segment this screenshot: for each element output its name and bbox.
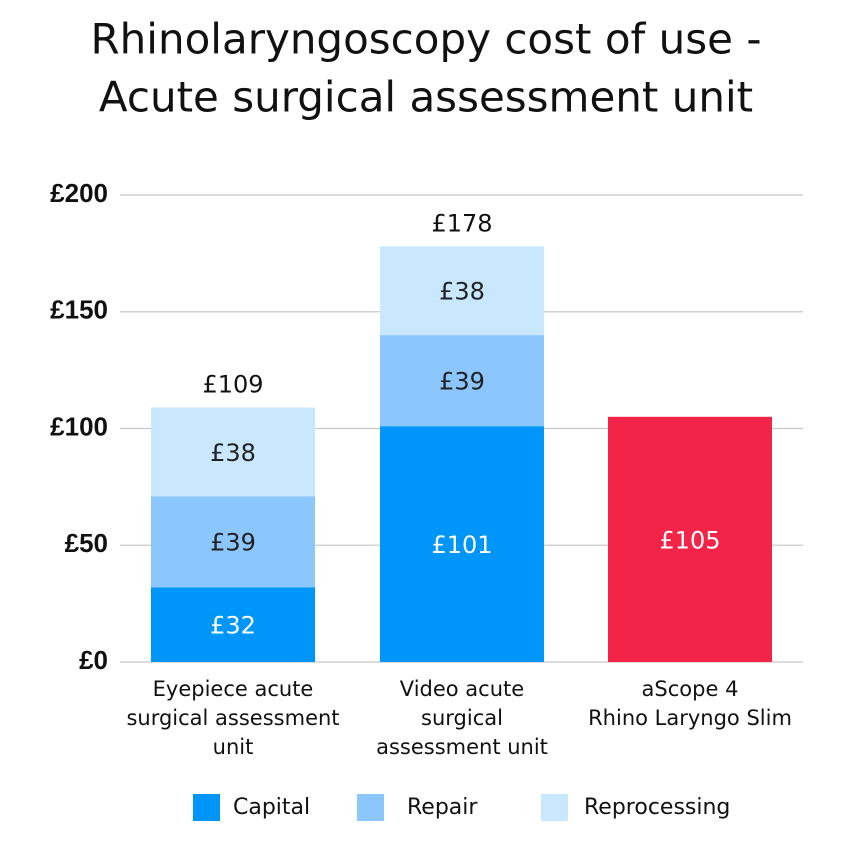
legend-swatch	[193, 794, 220, 821]
bar-segment	[380, 426, 544, 662]
bar-value-label: £101	[431, 531, 492, 559]
bar-value-label: £105	[659, 526, 720, 554]
total-label: £178	[431, 209, 492, 237]
bar-value-label: £39	[439, 368, 485, 396]
chart-title: Acute surgical assessment unit	[99, 73, 753, 122]
bar-value-label: £39	[210, 529, 256, 557]
y-tick-label: £150	[50, 295, 108, 325]
bar-value-label: £32	[210, 612, 256, 640]
bar-value-label: £38	[210, 439, 256, 467]
chart-title: Rhinolaryngoscopy cost of use -	[91, 15, 762, 64]
bar-segment	[380, 246, 544, 336]
x-tick-label: Eyepiece acute	[153, 677, 314, 701]
bar-segment	[380, 335, 544, 427]
y-tick-label: £200	[50, 178, 108, 208]
legend-label: Reprocessing	[584, 795, 730, 820]
x-tick-label: assessment unit	[376, 735, 548, 759]
bar-segment	[608, 416, 772, 662]
x-tick-label: Rhino Laryngo Slim	[588, 706, 792, 730]
x-tick-label: Video acute	[400, 677, 524, 701]
legend-swatch	[541, 794, 568, 821]
total-label: £109	[202, 370, 263, 398]
y-tick-label: £100	[50, 411, 108, 441]
legend-label: Capital	[233, 795, 310, 820]
y-tick-label: £50	[65, 528, 108, 558]
bar-segment	[151, 587, 315, 662]
x-tick-label: surgical assessment	[126, 706, 339, 730]
bar-segment	[151, 407, 315, 497]
legend-swatch	[357, 794, 384, 821]
x-tick-label: aScope 4	[642, 677, 739, 701]
x-tick-label: surgical	[421, 706, 503, 730]
bar-segment	[151, 496, 315, 588]
bar-value-label: £38	[439, 278, 485, 306]
y-tick-label: £0	[79, 645, 108, 675]
x-tick-label: unit	[213, 735, 254, 759]
legend-label: Repair	[407, 795, 478, 820]
